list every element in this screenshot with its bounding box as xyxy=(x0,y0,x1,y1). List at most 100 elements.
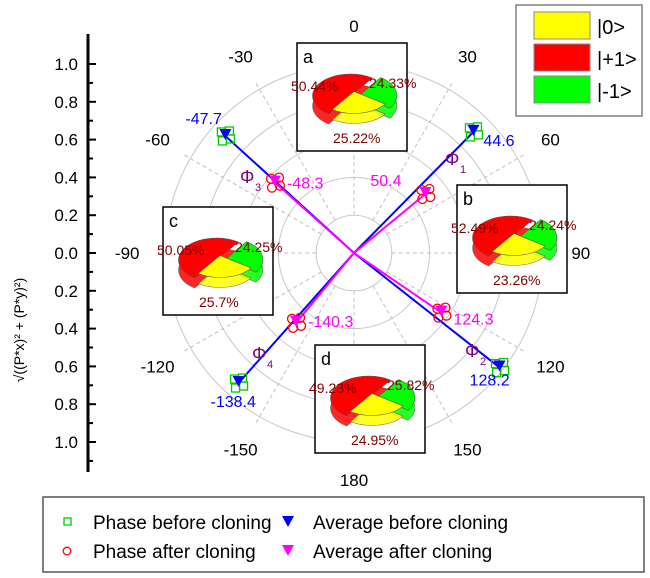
legend-marker-square xyxy=(63,517,72,526)
pie-label: b xyxy=(463,189,473,209)
phi-subscript: 3 xyxy=(255,182,261,194)
angle-tick-label: 60 xyxy=(541,131,560,150)
legend: Phase before cloning Phase after cloning A… xyxy=(42,496,645,573)
angle-tick-label: 90 xyxy=(571,244,590,263)
radial-tick-label: 1.0 xyxy=(54,55,78,74)
angle-tick-label: -90 xyxy=(115,244,140,263)
angle-tick-label: 0 xyxy=(349,17,358,36)
average-marker-after xyxy=(268,175,281,187)
angle-tick-label: 120 xyxy=(536,357,564,376)
angle-tick-label: 180 xyxy=(340,471,368,490)
legend-marker-triangle xyxy=(282,516,294,527)
radial-tick-label: 0.6 xyxy=(54,357,78,376)
pie-inset-a: a 50.44% 24.33% 25.22% xyxy=(291,42,416,152)
radial-tick-label: 0.8 xyxy=(54,395,78,414)
radial-tick-label: 0.2 xyxy=(54,282,78,301)
pie-inset-c: c 50.05% 24.25% 25.7% xyxy=(157,206,282,316)
average-vector-after xyxy=(295,252,355,324)
angle-value-label-before: -47.7 xyxy=(185,111,222,128)
radial-tick-label: 1.0 xyxy=(54,433,78,452)
legend-marker-circle xyxy=(62,546,72,556)
average-marker-before xyxy=(232,376,245,388)
angle-tick-label: -60 xyxy=(145,131,170,150)
pie-slice-zero xyxy=(197,255,252,278)
pie-slice-plus1 xyxy=(472,215,533,257)
average-marker-after xyxy=(435,305,448,317)
phase-point-after xyxy=(266,182,278,193)
pie-slice-minus1 xyxy=(376,379,416,411)
pie-legend-label: |0> xyxy=(597,17,625,39)
phi-subscript: 1 xyxy=(460,164,466,176)
phase-point-before xyxy=(230,383,241,393)
angle-value-label-after: -48.3 xyxy=(287,176,324,193)
angle-value-label-before: 44.6 xyxy=(483,133,514,150)
average-vector-after xyxy=(353,252,442,314)
pie-slice-minus1 xyxy=(224,241,264,273)
pie-slice-zero xyxy=(349,393,404,416)
phase-point-after xyxy=(433,312,444,323)
pie-slice-plus1 xyxy=(330,375,391,417)
phase-point-before xyxy=(217,136,228,146)
average-vector-after xyxy=(353,193,426,254)
pie-value-zero: 25.7% xyxy=(199,294,239,310)
phase-point-after xyxy=(287,322,299,333)
pie-inset-b: b 52.49% 24.24% 23.26% xyxy=(451,184,576,294)
legend-box xyxy=(42,496,645,573)
pie-value-plus1: 50.44% xyxy=(291,78,338,94)
grid-spoke xyxy=(254,80,336,221)
phase-point-before xyxy=(491,367,502,378)
angle-tick-label: -120 xyxy=(141,357,175,376)
pie-label: c xyxy=(169,211,178,231)
angle-value-label-after: 124.3 xyxy=(453,312,493,329)
pie-slice-minus1 xyxy=(358,77,398,109)
phi-label: Φ xyxy=(465,341,479,361)
radial-tick-label: 0.4 xyxy=(54,320,78,339)
pie-legend-label: |+1> xyxy=(597,49,637,71)
pie-inset-d: d 49.23% 25.82% 24.95% xyxy=(309,344,434,454)
pie-value-plus1: 52.49% xyxy=(451,220,498,236)
grid-spoke xyxy=(372,80,454,221)
radial-tick-label: 0.8 xyxy=(54,93,78,112)
phase-group-3: -47.7 -48.3 Φ3 xyxy=(185,111,355,254)
pie-value-zero: 23.26% xyxy=(493,272,540,288)
average-marker-before xyxy=(219,128,232,140)
pie-legend-label: |-1> xyxy=(597,81,632,103)
angle-tick-label: -30 xyxy=(228,48,253,67)
average-marker-before xyxy=(467,124,480,136)
phase-point-after xyxy=(417,193,428,205)
angle-value-label-before: -138.4 xyxy=(211,394,256,411)
pie-label: d xyxy=(321,349,331,369)
average-vector-after xyxy=(274,181,355,254)
grid-spoke xyxy=(254,285,336,426)
angle-tick-label: 150 xyxy=(453,440,481,459)
pie-value-zero: 25.22% xyxy=(333,130,380,146)
phase-point-before xyxy=(238,381,249,391)
pie-slice-zero xyxy=(331,91,386,114)
average-vector-before xyxy=(353,131,475,254)
average-marker-before xyxy=(493,360,506,372)
legend-label: Average before cloning xyxy=(313,513,508,534)
phi-label: Φ xyxy=(445,149,459,169)
pie-value-minus1: 24.24% xyxy=(529,217,576,233)
average-vector-before xyxy=(353,252,501,369)
pie-value-minus1: 24.33% xyxy=(369,75,416,91)
pie-value-plus1: 50.05% xyxy=(157,242,204,258)
legend-marker-triangle xyxy=(282,545,294,556)
pie-slice-plus1 xyxy=(312,73,373,115)
legend-label: Phase before cloning xyxy=(93,513,272,534)
phi-subscript: 4 xyxy=(267,359,273,371)
pie-label: a xyxy=(303,47,314,67)
pie-legend-swatch xyxy=(533,43,591,72)
phase-group-2: 128.2 124.3 Φ2 xyxy=(353,252,510,390)
average-marker-after xyxy=(290,315,303,327)
radial-tick-label: 0.2 xyxy=(54,206,78,225)
angle-value-label-after: -140.3 xyxy=(308,314,353,331)
pie-value-minus1: 24.25% xyxy=(235,239,282,255)
pie-legend-swatch xyxy=(533,11,591,40)
phase-point-before xyxy=(473,130,484,140)
pie-value-zero: 24.95% xyxy=(351,432,398,448)
pie-legend-swatch xyxy=(533,75,591,104)
angle-value-label-before: 128.2 xyxy=(470,373,510,390)
